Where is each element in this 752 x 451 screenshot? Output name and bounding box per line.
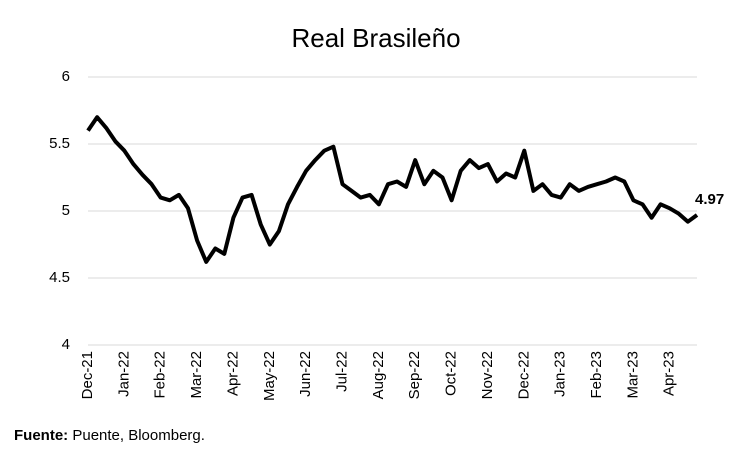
source-label: Fuente: (14, 427, 68, 444)
x-tick-label: Jan-22 (115, 351, 132, 397)
y-tick-label: 4 (62, 336, 70, 353)
x-tick-label: Apr-22 (224, 351, 241, 396)
x-tick-label: Feb-22 (152, 351, 169, 399)
x-tick-label: Jan-23 (552, 351, 569, 397)
x-tick-label: Jul-22 (333, 351, 350, 392)
y-tick-label: 6 (62, 68, 70, 85)
y-tick-label: 5.5 (49, 135, 70, 152)
x-tick-label: Apr-23 (661, 351, 678, 396)
x-tick-label: Sep-22 (406, 351, 423, 399)
y-tick-label: 5 (62, 202, 70, 219)
x-tick-label: Mar-22 (188, 351, 205, 399)
x-tick-label: Aug-22 (370, 351, 387, 399)
source: Fuente: Puente, Bloomberg. (14, 427, 205, 444)
x-tick-label: May-22 (261, 351, 278, 401)
x-tick-label: Dec-22 (515, 351, 532, 399)
chart-title: Real Brasileño (291, 23, 460, 53)
x-tick-label: Dec-21 (79, 351, 96, 399)
x-tick-label: Feb-23 (588, 351, 605, 399)
line (86, 115, 699, 264)
end-label: 4.97 (695, 191, 724, 208)
x-tick-label: Jun-22 (297, 351, 314, 397)
x-tick-label: Oct-22 (443, 351, 460, 396)
x-tick-label: Mar-23 (624, 351, 641, 399)
x-tick-label: Nov-22 (479, 351, 496, 399)
y-tick-label: 4.5 (49, 269, 70, 286)
source-text: Puente, Bloomberg. (72, 427, 205, 444)
